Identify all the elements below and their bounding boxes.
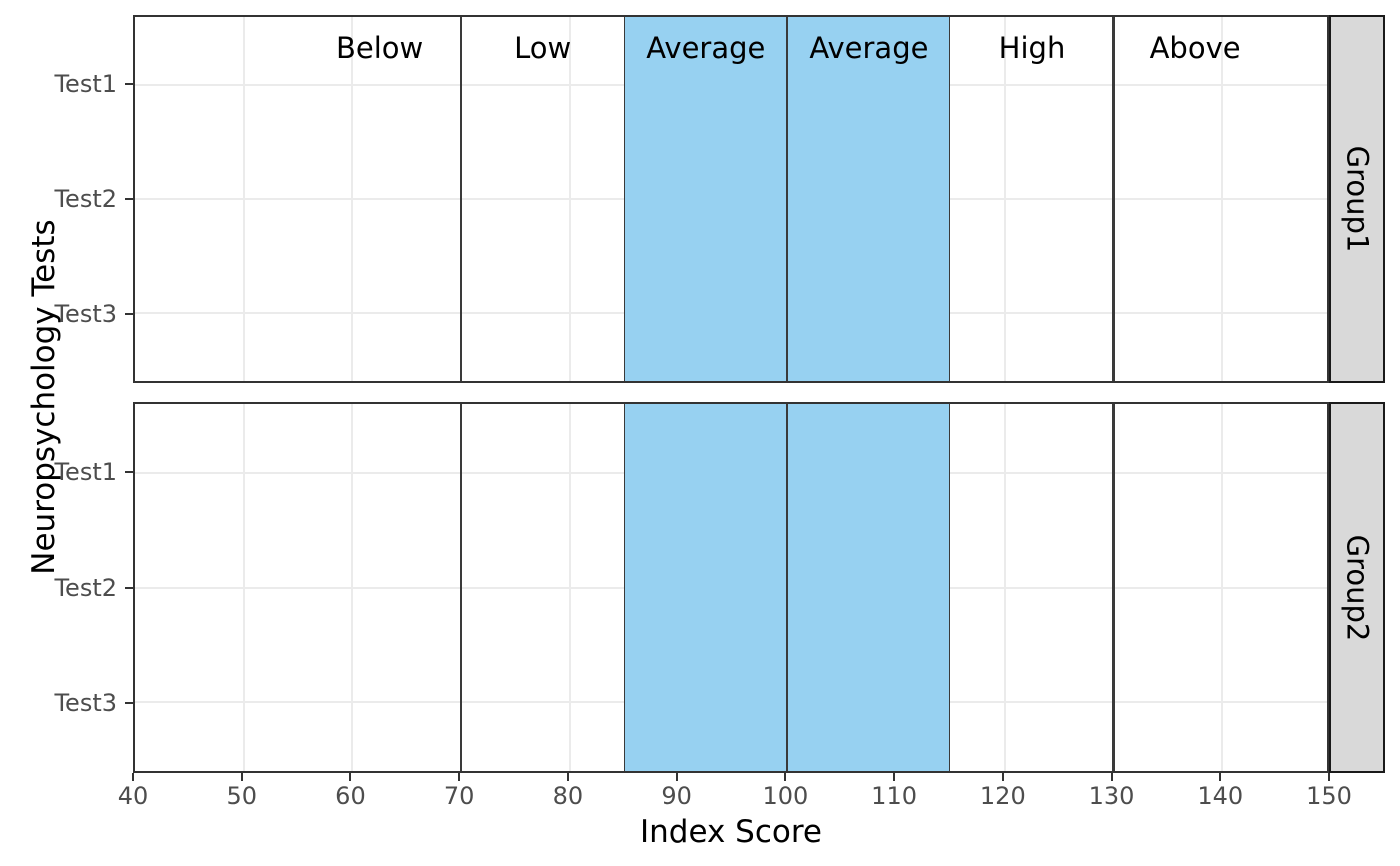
y-tick bbox=[125, 83, 133, 85]
average-band bbox=[624, 17, 788, 381]
facet-strip-label-group2: Group2 bbox=[1340, 534, 1374, 641]
x-tick bbox=[1110, 773, 1113, 781]
y-tick-label: Test3 bbox=[54, 300, 117, 328]
x-tick-label: 80 bbox=[552, 782, 584, 810]
facet-strip-group1: Group1 bbox=[1329, 15, 1385, 383]
x-tick bbox=[784, 773, 787, 781]
facet-strip-group2: Group2 bbox=[1329, 402, 1385, 773]
region-label: Average bbox=[646, 31, 766, 65]
x-tick bbox=[240, 773, 243, 781]
reference-vline bbox=[1112, 17, 1115, 381]
region-label: High bbox=[998, 31, 1066, 65]
y-tick-label: Test1 bbox=[54, 457, 117, 486]
x-tick bbox=[458, 773, 461, 781]
y-tick-label: Test2 bbox=[54, 573, 117, 602]
x-tick-label: 40 bbox=[117, 782, 149, 810]
average-band bbox=[624, 404, 788, 771]
x-tick bbox=[1001, 773, 1004, 781]
x-tick-label: 140 bbox=[1197, 782, 1244, 810]
x-tick bbox=[349, 773, 352, 781]
y-tick-label: Test3 bbox=[54, 689, 117, 718]
reference-vline bbox=[459, 17, 463, 381]
x-tick bbox=[1328, 773, 1330, 781]
x-axis-title: Index Score bbox=[639, 814, 823, 850]
x-tick-label: 130 bbox=[1088, 782, 1135, 810]
facet-strip-label-group1: Group1 bbox=[1340, 145, 1374, 253]
region-label: Above bbox=[1149, 31, 1241, 65]
x-tick bbox=[566, 773, 569, 781]
x-tick bbox=[675, 773, 678, 781]
x-tick-label: 120 bbox=[979, 782, 1026, 810]
x-tick-label: 50 bbox=[226, 782, 257, 810]
reference-vline bbox=[1112, 404, 1115, 771]
x-tick bbox=[132, 773, 134, 781]
y-tick bbox=[125, 198, 133, 200]
region-label: Average bbox=[809, 31, 929, 65]
y-tick bbox=[125, 702, 133, 705]
x-tick-label: 150 bbox=[1306, 782, 1352, 810]
x-tick-label: 110 bbox=[871, 782, 917, 810]
y-axis-title: Neuropsychology Tests bbox=[26, 219, 62, 575]
region-label: Low bbox=[514, 31, 572, 65]
x-tick-label: 70 bbox=[443, 782, 475, 810]
y-tick bbox=[125, 586, 133, 589]
y-tick-label: Test1 bbox=[54, 70, 117, 98]
x-tick bbox=[893, 773, 896, 781]
y-tick bbox=[125, 313, 133, 315]
facet-panel-group1: Below Low Average Average High Above bbox=[133, 15, 1329, 383]
x-tick-label: 60 bbox=[335, 782, 366, 810]
x-tick-label: 100 bbox=[762, 782, 809, 810]
x-tick bbox=[1219, 773, 1222, 781]
y-tick bbox=[125, 470, 133, 473]
region-label: Below bbox=[335, 31, 424, 65]
y-tick-label: Test2 bbox=[54, 185, 117, 213]
average-band bbox=[787, 404, 951, 771]
reference-vline bbox=[459, 404, 463, 771]
facet-panel-group2 bbox=[133, 402, 1329, 773]
average-band bbox=[787, 17, 951, 381]
x-tick-label: 90 bbox=[661, 782, 692, 810]
